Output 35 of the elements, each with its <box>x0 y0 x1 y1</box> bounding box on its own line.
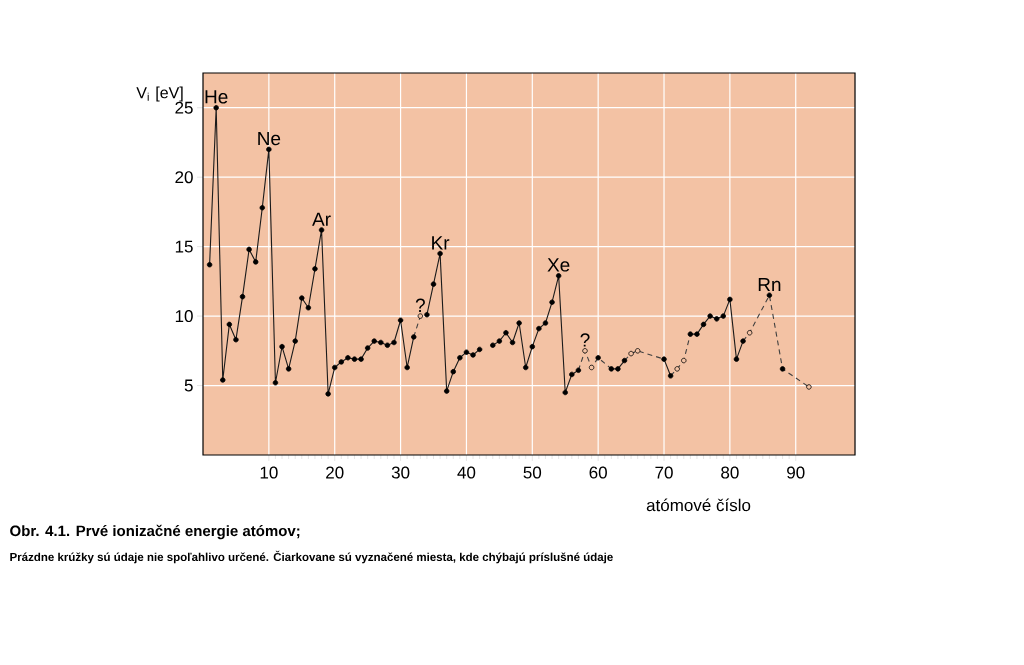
point <box>746 330 753 336</box>
annotation: Ar <box>312 212 331 226</box>
y-tick-label: 10 <box>175 310 193 323</box>
x-tick-label: 30 <box>391 466 410 479</box>
annotation: He <box>205 90 228 104</box>
x-tick-label: 80 <box>721 466 739 479</box>
point <box>681 357 687 364</box>
point <box>588 364 595 371</box>
x-tick-label: 20 <box>326 466 344 479</box>
point <box>417 313 424 319</box>
annotation: ? <box>580 333 590 347</box>
x-tick-label: 10 <box>260 466 278 479</box>
y-tick-label: 15 <box>175 240 193 253</box>
point <box>582 348 588 354</box>
y-tick-label: 20 <box>175 171 193 184</box>
x-tick-label: 60 <box>589 466 607 479</box>
y-tick-label: 25 <box>175 101 193 114</box>
point <box>806 384 812 390</box>
point <box>628 350 634 357</box>
x-tick-label: 50 <box>523 466 542 479</box>
x-tick-label: 40 <box>457 466 476 479</box>
y-tick-label: 5 <box>184 379 193 392</box>
annotation: ? <box>415 298 425 312</box>
x-axis-title: atómové číslo <box>646 498 751 512</box>
text: Prázdne krúžky sú údaje nie spoľahlivo určené. Čiarkovane sú vyznačené miesta, kde chýbajú príslušné údaje <box>10 550 613 564</box>
text: Obr. 4.1. Prvé ionizačné energie atómov; <box>10 524 300 540</box>
annotation: Rn <box>758 277 781 292</box>
annotation: Xe <box>547 258 570 272</box>
point <box>634 348 641 354</box>
annotation: Ne <box>258 131 281 146</box>
x-tick-label: 90 <box>787 466 805 479</box>
y-axis-title: V$_{i}$ [eV] <box>136 86 183 102</box>
point <box>674 366 680 372</box>
x-tick-label: 70 <box>655 466 673 479</box>
annotation: Kr <box>432 236 450 250</box>
